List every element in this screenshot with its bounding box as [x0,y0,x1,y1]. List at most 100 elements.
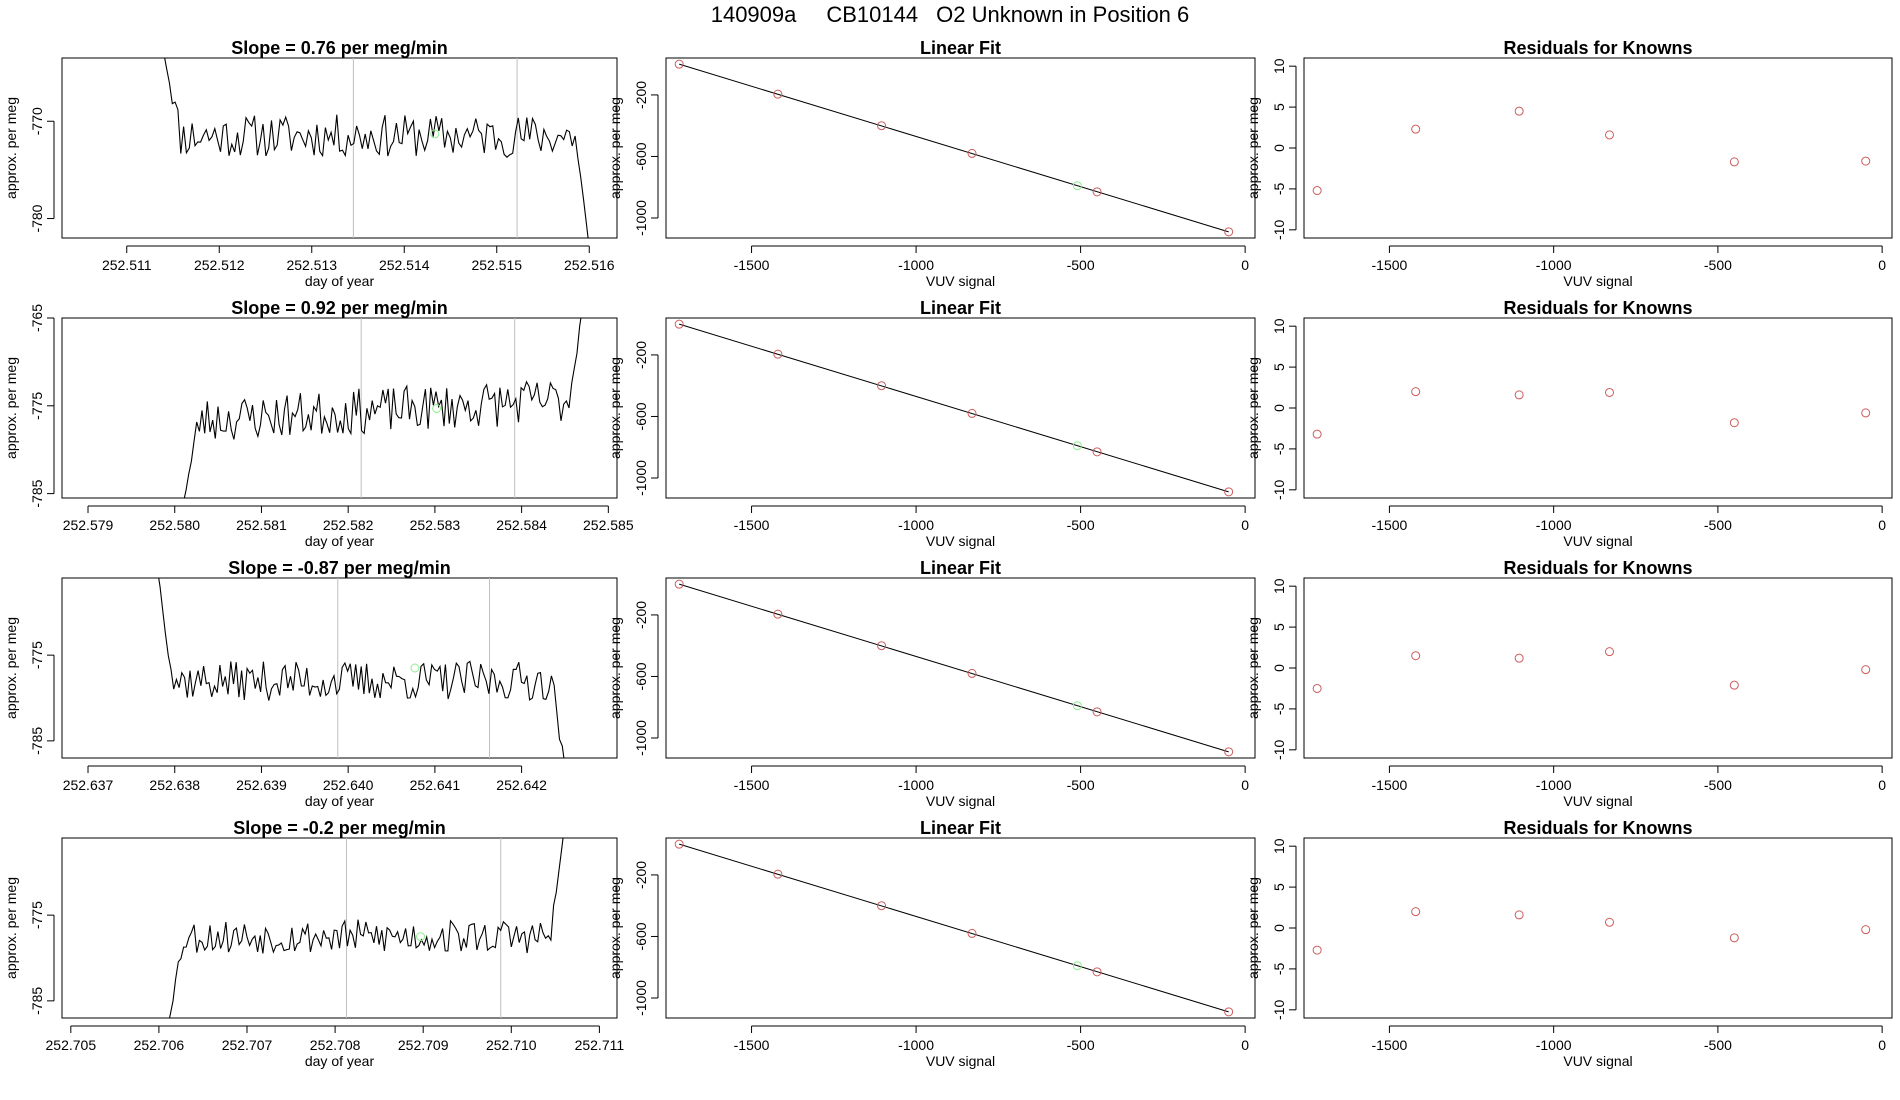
residuals-2-frame [1303,577,1893,759]
timeseries-0-panel: 252.511 252.512 252.513 252.514 252.515 252.5… [3,38,618,289]
residuals-3-point [1604,917,1614,927]
linearfit-2-y-tick-label: -200 [633,601,649,629]
timeseries-2-x-label: day of year [305,793,375,809]
timeseries-2-trace [158,578,565,758]
residuals-3-point [1312,945,1322,955]
linearfit-3-known-point [773,869,783,879]
timeseries-0-x-tick-label: 252.514 [379,257,430,273]
residuals-1-panel: -1500 -1000 -500 0 10 5 0 -5 -10 VUV signal approx… [1245,298,1893,549]
residuals-0-point [1312,186,1322,196]
residuals-1-x-tick-label: -500 [1704,517,1732,533]
residuals-3-y-tick-label: -5 [1271,962,1287,975]
timeseries-1-x-label: day of year [305,533,375,549]
linearfit-2-x-tick-label: -500 [1067,777,1095,793]
timeseries-3-unknown-point [416,932,426,942]
linearfit-3-known-point [1224,1007,1234,1017]
timeseries-1-trace [183,318,582,498]
linearfit-1-y-tick-label: -1000 [633,460,649,496]
linearfit-0-known-point [967,148,977,158]
residuals-2-point [1729,680,1739,690]
position-label: O2 Unknown in Position 6 [936,2,1190,27]
linearfit-1-frame [665,317,1256,499]
residuals-2-point [1604,647,1614,657]
residuals-1-point [1312,429,1322,439]
residuals-3-x-tick-label: -1000 [1536,1037,1572,1053]
linearfit-3-x-tick-label: -500 [1067,1037,1095,1053]
residuals-2-panel: -1500 -1000 -500 0 10 5 0 -5 -10 VUV signal approx… [1245,558,1893,809]
linearfit-3-y-tick-label: -600 [633,922,649,950]
residuals-3-title: Residuals for Knowns [1503,818,1692,838]
linearfit-2-title: Linear Fit [920,558,1001,578]
linearfit-1-fit-line [679,323,1229,493]
timeseries-3-x-tick-label: 252.705 [46,1037,97,1053]
timeseries-0-frame [61,57,618,239]
timeseries-1-x-tick-label: 252.582 [323,517,374,533]
residuals-1-x-tick-label: -1000 [1536,517,1572,533]
linearfit-0-known-point [877,121,887,131]
linearfit-2-known-point [1224,747,1234,757]
linearfit-3-y-tick-label: -200 [633,861,649,889]
residuals-2-y-label: approx. per meg [1245,617,1261,719]
residuals-0-x-tick-label: -1500 [1372,257,1408,273]
timeseries-1-unknown-point [432,403,442,413]
residuals-0-y-label: approx. per meg [1245,97,1261,199]
linearfit-0-known-point [674,59,684,69]
residuals-0-title: Residuals for Knowns [1503,38,1692,58]
linearfit-2-y-tick-label: -1000 [633,720,649,756]
residuals-0-point [1729,157,1739,167]
linearfit-0-unknown-point [1072,181,1082,191]
residuals-3-y-tick-label: -10 [1271,999,1287,1019]
timeseries-3-y-tick-label: -775 [29,901,45,929]
linearfit-2-fit-line [679,583,1229,753]
linearfit-3-x-tick-label: 0 [1241,1037,1249,1053]
residuals-0-y-tick-label: 10 [1271,58,1287,74]
linearfit-2-unknown-point [1072,701,1082,711]
timeseries-2-y-label: approx. per meg [3,617,19,719]
timeseries-2-title: Slope = -0.87 per meg/min [228,558,451,578]
timeseries-0-trace [164,58,589,238]
timeseries-1-title: Slope = 0.92 per meg/min [231,298,448,318]
linearfit-0-x-tick-label: -1000 [898,257,934,273]
timeseries-2-y-tick-label: -785 [29,727,45,755]
linearfit-3-known-point [1092,967,1102,977]
linearfit-1-x-label: VUV signal [926,533,995,549]
timeseries-3-title: Slope = -0.2 per meg/min [233,818,446,838]
linearfit-1-known-point [877,381,887,391]
residuals-3-point [1729,933,1739,943]
residuals-1-y-tick-label: -10 [1271,479,1287,499]
linearfit-0-known-point [1224,227,1234,237]
residuals-2-point [1312,683,1322,693]
linearfit-3-known-point [877,901,887,911]
linearfit-2-x-label: VUV signal [926,793,995,809]
residuals-3-x-tick-label: -1500 [1372,1037,1408,1053]
residuals-0-x-tick-label: 0 [1878,257,1886,273]
residuals-3-y-label: approx. per meg [1245,877,1261,979]
residuals-1-x-tick-label: -1500 [1372,517,1408,533]
linearfit-0-y-tick-label: -200 [633,81,649,109]
residuals-3-point [1514,910,1524,920]
residuals-1-y-tick-label: 5 [1271,363,1287,371]
linearfit-3-x-label: VUV signal [926,1053,995,1069]
timeseries-3-panel: 252.705 252.706 252.707 252.708 252.709 252.7… [3,818,624,1069]
linearfit-3-fit-line [679,843,1229,1013]
linearfit-2-known-point [773,609,783,619]
timeseries-3-x-tick-label: 252.710 [486,1037,537,1053]
residuals-2-y-tick-label: -10 [1271,739,1287,759]
timeseries-0-y-tick-label: -780 [29,204,45,232]
residuals-3-panel: -1500 -1000 -500 0 10 5 0 -5 -10 VUV signal approx… [1245,818,1893,1069]
timeseries-2-x-tick-label: 252.639 [236,777,287,793]
residuals-3-frame [1303,837,1893,1019]
linearfit-1-title: Linear Fit [920,298,1001,318]
linearfit-0-frame [665,57,1256,239]
timeseries-3-x-tick-label: 252.706 [134,1037,185,1053]
residuals-3-x-tick-label: -500 [1704,1037,1732,1053]
residuals-1-y-tick-label: -5 [1271,442,1287,455]
timeseries-0-x-tick-label: 252.512 [194,257,245,273]
residuals-1-point [1514,390,1524,400]
timeseries-3-frame [61,837,618,1019]
linearfit-0-known-point [773,89,783,99]
linearfit-3-x-tick-label: -1500 [734,1037,770,1053]
linearfit-2-x-tick-label: -1000 [898,777,934,793]
